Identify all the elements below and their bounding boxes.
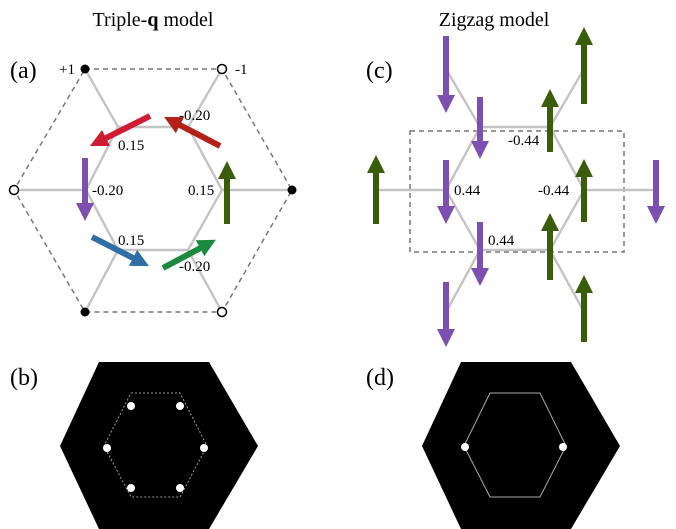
spin-arrow-dark-red bbox=[164, 116, 222, 149]
vertex-label-plus-one: +1 bbox=[59, 62, 75, 78]
vertex-open bbox=[216, 63, 228, 75]
vertex-open bbox=[8, 184, 20, 196]
panel-label-b: (b) bbox=[10, 365, 38, 391]
bond-value: -0.20 bbox=[179, 259, 210, 275]
bond-value: 0.44 bbox=[454, 183, 481, 199]
panel-b: (b) bbox=[10, 362, 258, 529]
bond-network bbox=[12, 67, 294, 314]
bragg-peak bbox=[103, 444, 111, 452]
vertex-filled bbox=[80, 64, 90, 74]
bragg-peak bbox=[176, 484, 184, 492]
title-triple-q: Triple-q model bbox=[93, 9, 214, 31]
unit-cell-dashed-box bbox=[409, 130, 625, 253]
panel-c: (c) -0.44 0.44 -0.44 0.44 bbox=[366, 27, 665, 347]
vertex-label-minus-one: -1 bbox=[235, 62, 248, 78]
brillouin-zone-black bbox=[60, 362, 258, 529]
panel-a: (a) +1 -1 0.15 -0.20 -0.20 bbox=[8, 58, 297, 318]
bond-value: -0.20 bbox=[179, 108, 210, 124]
vertex-open bbox=[216, 306, 228, 318]
vertex-filled bbox=[80, 307, 90, 317]
bond-value: 0.15 bbox=[118, 233, 144, 249]
bragg-peak bbox=[559, 443, 567, 451]
panel-label-a: (a) bbox=[10, 58, 37, 84]
bragg-peak bbox=[461, 443, 469, 451]
bond-value: 0.15 bbox=[118, 138, 144, 154]
bragg-peak bbox=[200, 444, 208, 452]
bond-value: 0.44 bbox=[488, 233, 515, 249]
bond-value: -0.20 bbox=[92, 183, 123, 199]
bond-value: 0.15 bbox=[188, 183, 214, 199]
bond-value: -0.44 bbox=[538, 183, 570, 199]
bragg-peak bbox=[127, 402, 135, 410]
title-zigzag: Zigzag model bbox=[439, 9, 550, 31]
spin-arrow-blue bbox=[90, 234, 150, 267]
spin-arrow-red bbox=[89, 113, 152, 147]
bond-value: -0.44 bbox=[508, 133, 540, 149]
bragg-peak bbox=[176, 402, 184, 410]
bragg-peak bbox=[127, 484, 135, 492]
spin-arrow-green bbox=[161, 239, 216, 271]
brillouin-zone-black bbox=[422, 362, 620, 529]
panel-label-d: (d) bbox=[366, 365, 394, 391]
bond-network bbox=[374, 67, 658, 314]
panel-d: (d) bbox=[366, 362, 620, 529]
vertex-filled bbox=[287, 185, 297, 195]
panel-label-c: (c) bbox=[366, 58, 393, 84]
